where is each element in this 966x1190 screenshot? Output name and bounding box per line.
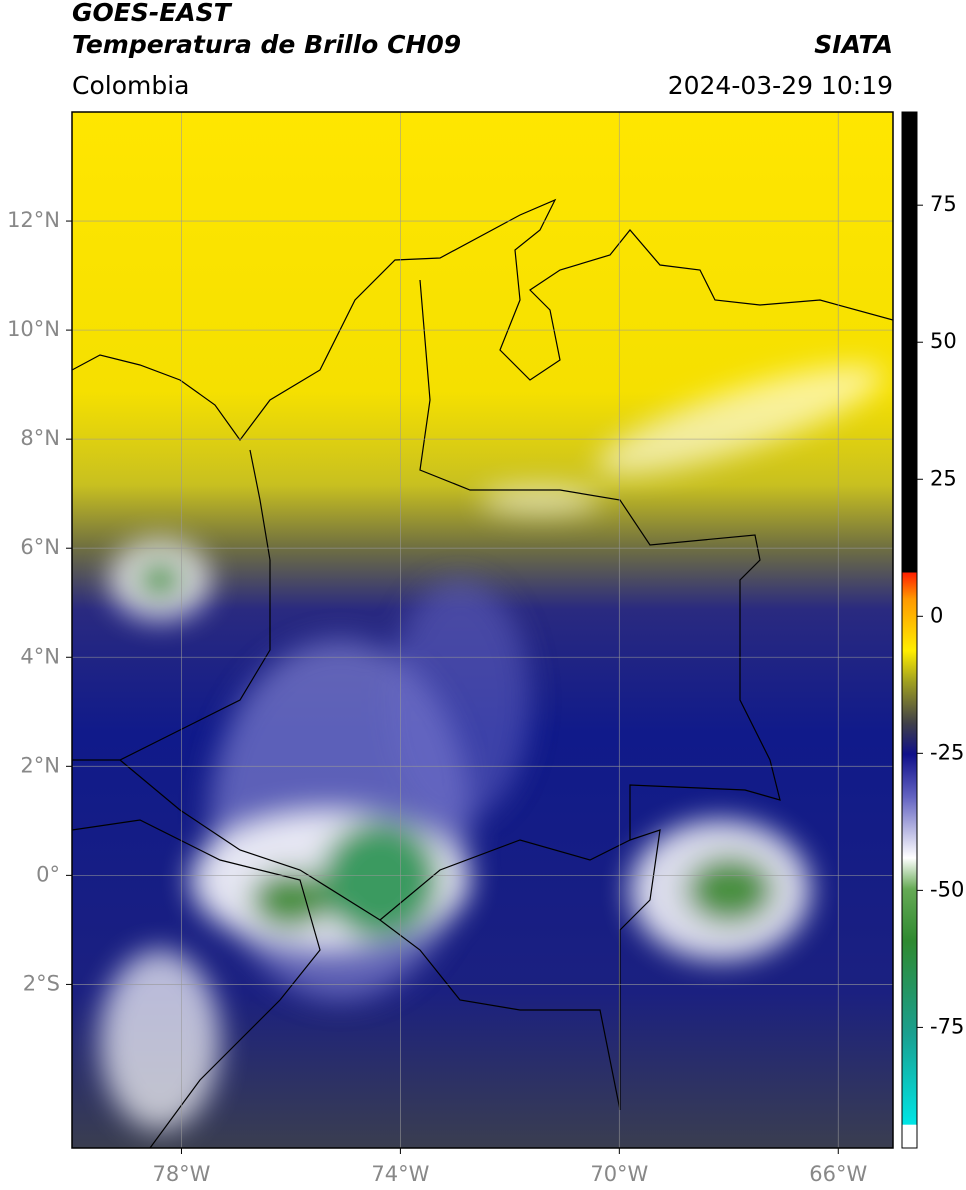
colorbar-tick-label: 75 (930, 192, 957, 216)
lat-tick-label: 4°N (20, 644, 60, 668)
datetime: 2024-03-29 10:19 (668, 71, 893, 100)
lat-tick-label: 0° (36, 862, 60, 886)
lon-tick-label: 66°W (809, 1162, 867, 1186)
lon-tick-label: 74°W (371, 1162, 429, 1186)
lon-tick-label: 70°W (590, 1162, 648, 1186)
colorbar-tick-label: 0 (930, 603, 943, 627)
lat-tick-label: 2°N (20, 753, 60, 777)
map-frame (71, 111, 894, 1149)
colorbar-tick-label: -50 (930, 877, 964, 901)
source: SIATA (814, 30, 893, 59)
lat-tick-label: 12°N (7, 208, 60, 232)
colorbar-tick-label: 50 (930, 329, 957, 353)
borders (72, 198, 893, 1148)
lat-tick-label: 2°S (23, 971, 60, 995)
title: GOES-EAST (72, 0, 233, 27)
colorbar-tick-label: -25 (930, 740, 964, 764)
satellite-image (72, 112, 893, 1148)
lat-tick-label: 8°N (20, 426, 60, 450)
colorbar-tick-label: 25 (930, 466, 957, 490)
colorbar-tick-label: -75 (930, 1014, 964, 1038)
lat-tick-label: 6°N (20, 535, 60, 559)
cloud-tops (100, 365, 883, 1130)
lon-tick-label: 78°W (152, 1162, 210, 1186)
subtitle: Temperatura de Brillo CH09 (72, 30, 461, 59)
colorbar (901, 111, 918, 1149)
lat-tick-label: 10°N (7, 317, 60, 341)
region: Colombia (72, 71, 189, 100)
